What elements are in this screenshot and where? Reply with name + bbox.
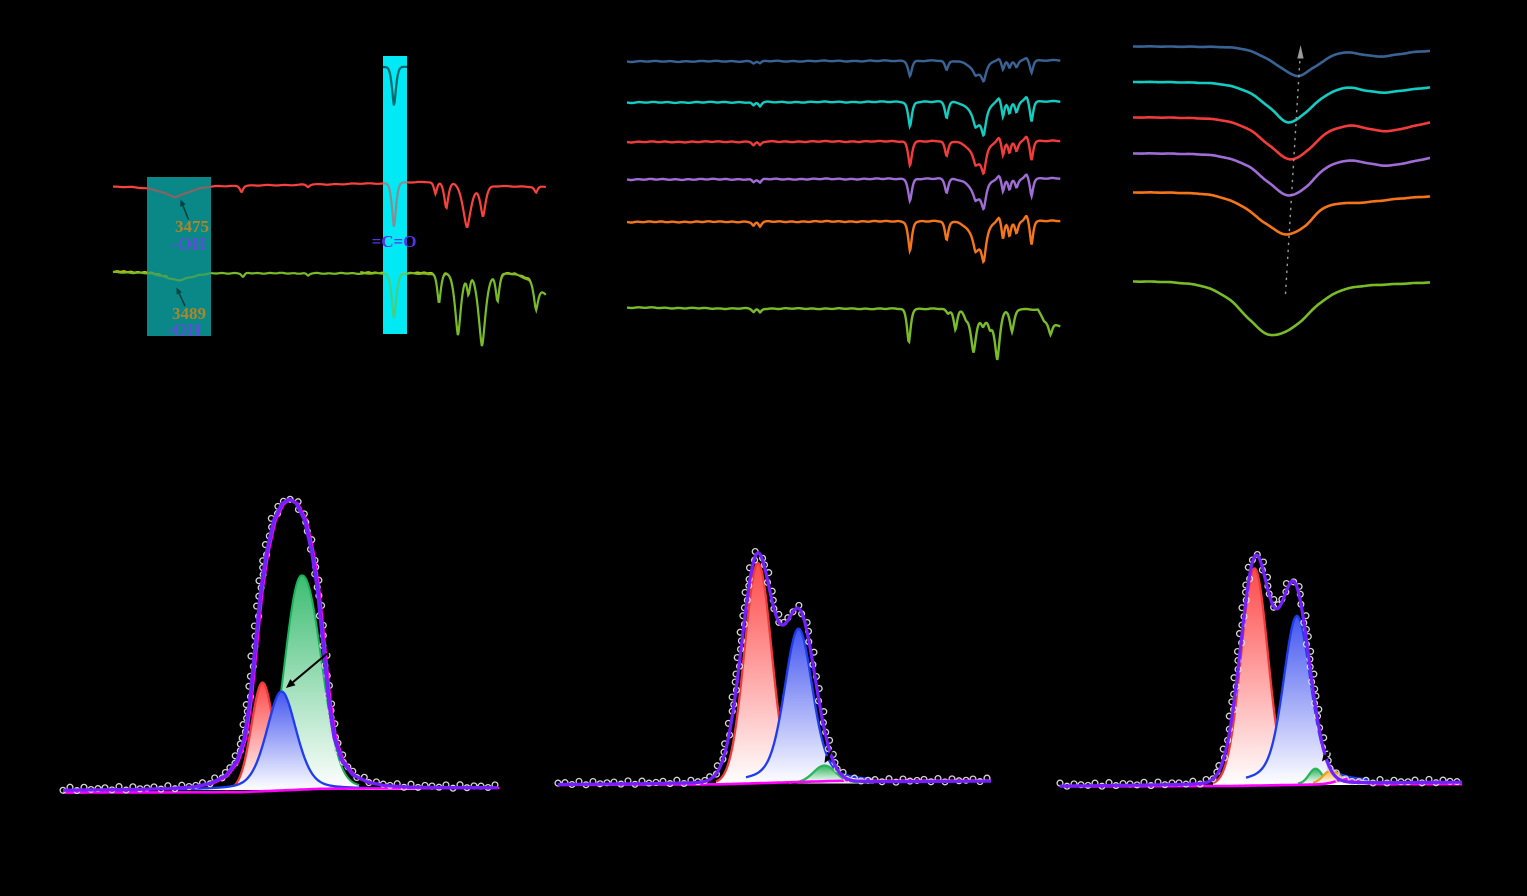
svg-text:3475: 3475 [175, 217, 209, 236]
svg-text:3489: 3489 [172, 304, 206, 323]
svg-text:=C=O: =C=O [372, 232, 417, 251]
svg-text:-OH: -OH [172, 234, 206, 254]
svg-text:-OH: -OH [167, 320, 201, 340]
